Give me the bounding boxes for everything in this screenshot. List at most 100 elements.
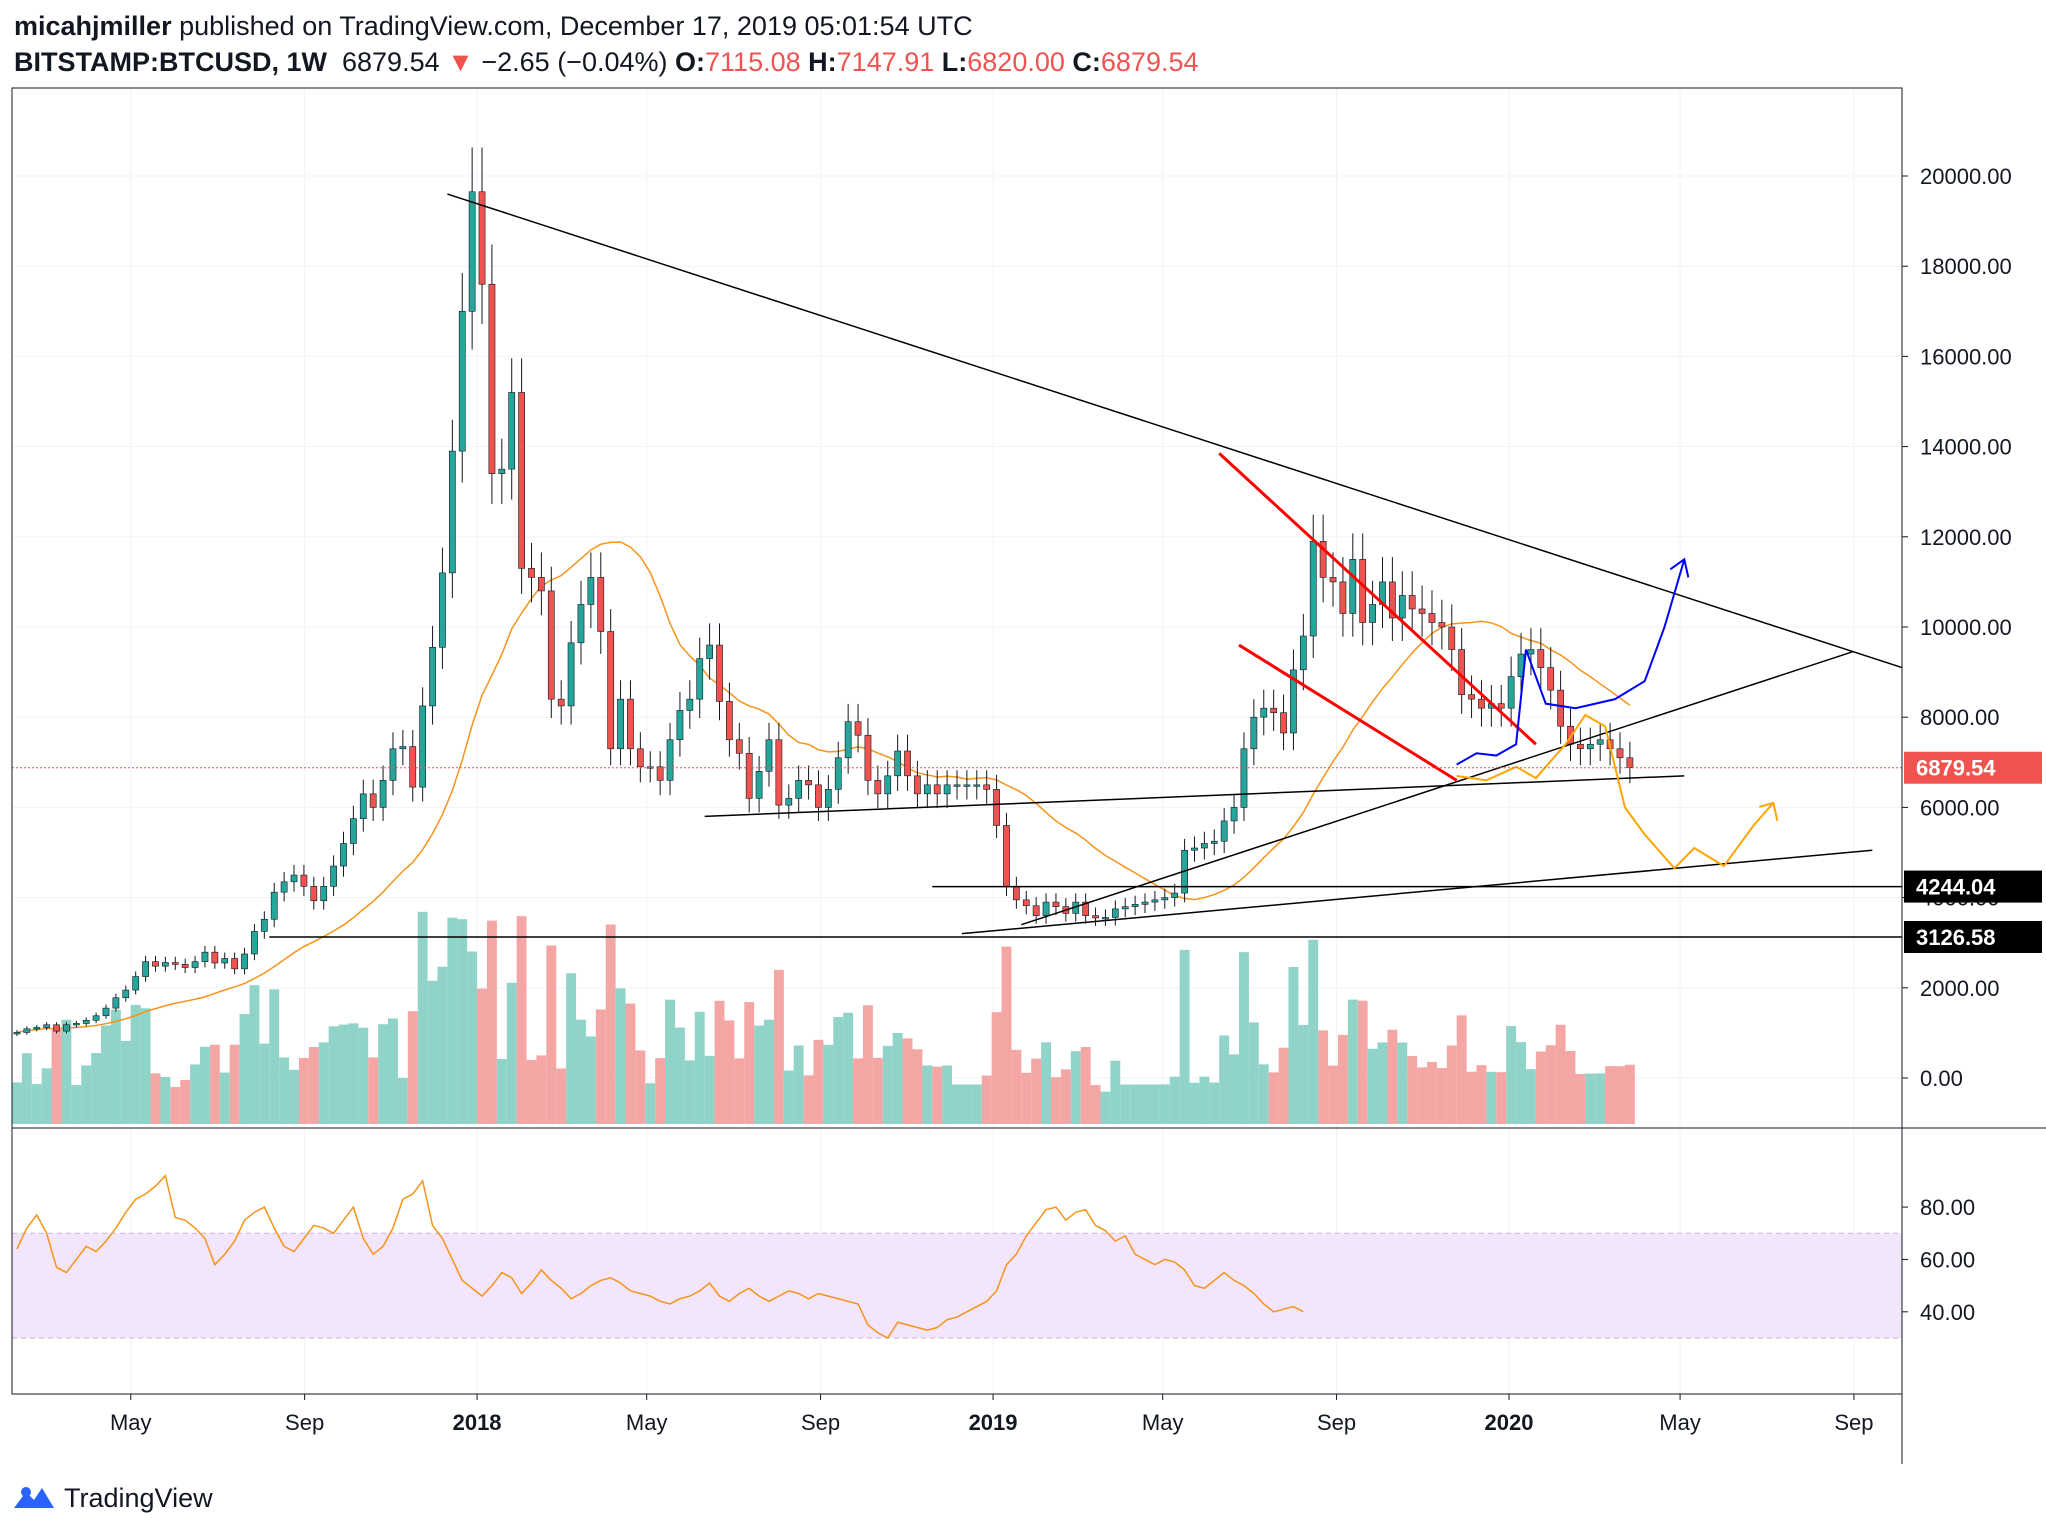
volume-bar — [91, 1052, 102, 1124]
candle-body — [518, 392, 525, 569]
author-name[interactable]: micahjmiller — [14, 11, 172, 41]
y-tick-label: 16000.00 — [1920, 344, 2012, 369]
volume-bar — [427, 980, 438, 1124]
candle-body — [884, 775, 892, 795]
plot-border — [11, 87, 1903, 1395]
volume-bar — [130, 1004, 141, 1124]
candle-body — [577, 604, 585, 644]
volume-bar — [961, 1084, 972, 1124]
volume-bar — [625, 1003, 636, 1124]
volume-bar — [645, 1083, 656, 1124]
volume-bar — [1555, 1024, 1566, 1124]
volume-bar — [1367, 1048, 1378, 1124]
volume-bar — [467, 951, 478, 1124]
volume-bars — [12, 911, 1635, 1124]
candle-body — [557, 698, 565, 707]
candle-body — [1438, 622, 1446, 628]
close-value: 6879.54 — [1100, 47, 1199, 77]
candle-body — [142, 961, 149, 977]
volume-bar — [190, 1064, 201, 1124]
candle-body — [508, 392, 516, 470]
orange-arrow-head — [1759, 801, 1779, 822]
volume-bar — [1347, 999, 1358, 1124]
volume-bar — [1624, 1064, 1635, 1124]
volume-bar — [1031, 1058, 1042, 1124]
candle-body — [1527, 649, 1535, 655]
candle-body — [1557, 689, 1564, 727]
volume-bar — [1001, 946, 1012, 1124]
volume-bar — [892, 1032, 903, 1124]
volume-bar — [1506, 1026, 1517, 1124]
candle-body — [864, 734, 872, 781]
volume-bar — [1545, 1045, 1556, 1124]
price-label-box — [1904, 751, 2042, 784]
x-tick-label: Sep — [1834, 1410, 1873, 1435]
candle-body — [379, 780, 387, 808]
volume-bar — [308, 1047, 319, 1124]
volume-bar — [1427, 1062, 1437, 1124]
symbol-info: BITSTAMP:BTCUSD, 1W 6879.54 ▼ −2.65 (−0.… — [14, 44, 1914, 80]
candle-body — [1141, 901, 1149, 905]
volume-bar — [872, 1057, 883, 1124]
channel-line — [1218, 452, 1537, 746]
volume-bar — [1149, 1084, 1160, 1124]
chart-frame — [11, 87, 2046, 1464]
x-tick-label: 2020 — [1485, 1410, 1534, 1435]
candle-body — [1369, 604, 1376, 623]
symbol-label[interactable]: BITSTAMP:BTCUSD, 1W — [14, 47, 327, 77]
volume-bar — [1120, 1084, 1131, 1124]
volume-bar — [862, 1005, 873, 1124]
candle-body — [1408, 595, 1416, 610]
volume-bar — [813, 1039, 824, 1124]
candle-body — [1507, 676, 1515, 709]
volume-bar — [1288, 967, 1299, 1124]
candle-body — [340, 843, 347, 867]
volume-bar — [724, 1020, 735, 1124]
candle-body — [429, 646, 436, 707]
candle-body — [1478, 698, 1485, 709]
orange-projection — [1456, 713, 1775, 870]
volume-bar — [289, 1069, 299, 1124]
candle-body — [834, 757, 842, 790]
volume-bar — [1525, 1069, 1536, 1124]
candle-body — [587, 577, 595, 605]
publish-info: micahjmiller published on TradingView.co… — [14, 8, 1914, 44]
volume-bar — [704, 1055, 715, 1124]
volume-bar — [744, 1002, 755, 1124]
candle-body — [765, 739, 773, 772]
volume-bar — [971, 1084, 982, 1124]
candle-body — [300, 874, 308, 887]
volume-bar — [407, 1011, 418, 1124]
volume-bar — [1446, 1045, 1457, 1124]
volume-bar — [110, 1009, 121, 1124]
candle-body — [1418, 608, 1426, 614]
volume-bar — [200, 1046, 210, 1124]
volume-bar — [1456, 1015, 1467, 1124]
volume-bar — [1407, 1055, 1418, 1124]
rsi-y-tick-label: 40.00 — [1920, 1300, 1975, 1325]
volume-bar — [328, 1026, 339, 1124]
candle-body — [1596, 739, 1604, 745]
volume-bar — [506, 982, 517, 1124]
price-label-text: 6879.54 — [1916, 756, 1996, 781]
volume-bar — [843, 1012, 854, 1124]
candle-body — [399, 746, 407, 750]
brand-name[interactable]: TradingView — [64, 1482, 213, 1513]
volume-bar — [1179, 949, 1190, 1124]
candle-body — [1131, 904, 1139, 907]
volume-bar — [1100, 1091, 1111, 1124]
volume-bar — [150, 1073, 161, 1124]
candle-body — [785, 798, 793, 806]
y-tick-label: 18000.00 — [1920, 254, 2012, 279]
candle-body — [973, 784, 981, 787]
volume-bar — [1615, 1066, 1625, 1124]
volume-bar — [249, 985, 260, 1124]
volume-bar — [1130, 1084, 1141, 1124]
candle-body — [716, 644, 723, 702]
candle-body — [310, 886, 318, 902]
x-axis: May Sep 2018 May Sep 2019 May Sep 2020 May Sep — [110, 1394, 1874, 1435]
y-tick-label: 12000.00 — [1920, 525, 2012, 550]
volume-bar — [803, 1075, 814, 1124]
candle-body — [231, 958, 239, 970]
